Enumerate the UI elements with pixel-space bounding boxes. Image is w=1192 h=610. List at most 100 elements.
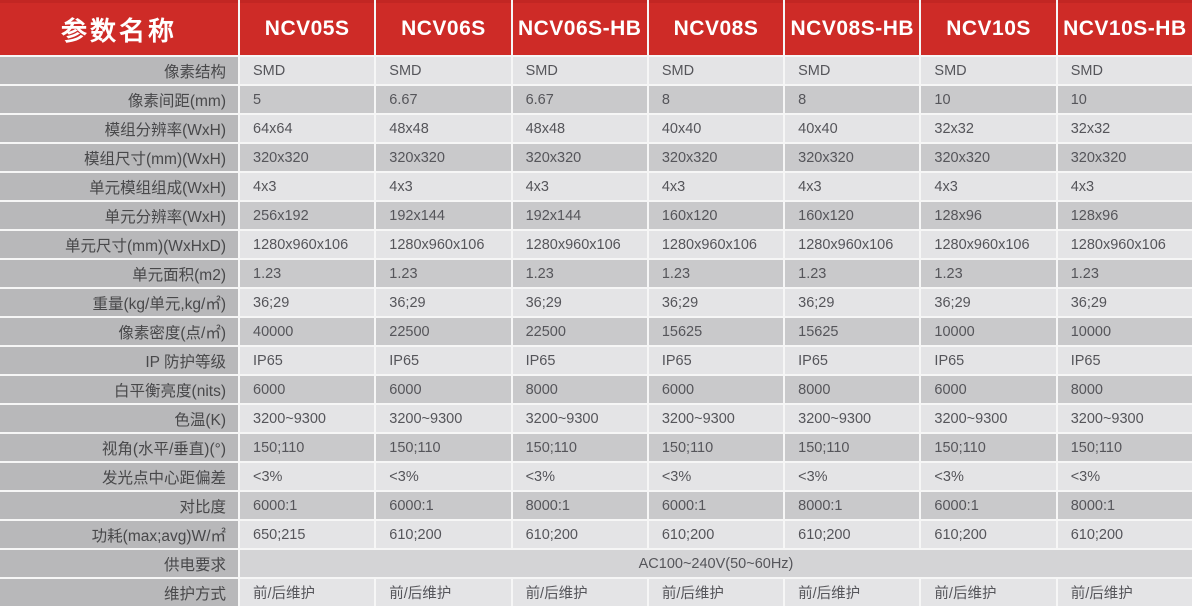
spec-cell: 1280x960x106: [921, 231, 1056, 258]
spec-cell: 前/后维护: [240, 579, 375, 606]
model-header: NCV10S-HB: [1057, 0, 1192, 55]
spec-cell: 320x320: [785, 144, 920, 171]
param-label: 维护方式: [0, 579, 238, 606]
spec-cell: 10: [1057, 86, 1192, 113]
param-label: IP 防护等级: [0, 347, 238, 374]
spec-cell: 4x3: [1057, 173, 1192, 200]
spec-cell: 610;200: [1057, 521, 1192, 548]
spec-cell: 320x320: [1057, 144, 1192, 171]
spec-cell: 6000:1: [648, 492, 784, 519]
param-label: 视角(水平/垂直)(°): [0, 434, 238, 461]
spec-cell: 前/后维护: [376, 579, 511, 606]
spec-cell: 48x48: [512, 115, 647, 142]
param-label: 供电要求: [0, 550, 238, 577]
spec-cell: SMD: [785, 57, 920, 84]
spec-cell: 1280x960x106: [1057, 231, 1192, 258]
spec-cell: 320x320: [648, 144, 784, 171]
spec-cell: <3%: [785, 463, 920, 490]
spec-cell: 160x120: [785, 202, 920, 229]
param-label: 像素密度(点/㎡): [0, 318, 238, 345]
spec-cell: 8000: [1057, 376, 1192, 403]
spec-cell: 610;200: [512, 521, 647, 548]
spec-cell: 48x48: [376, 115, 511, 142]
spec-cell: 15625: [648, 318, 784, 345]
spec-cell: 610;200: [376, 521, 511, 548]
spec-cell: SMD: [921, 57, 1056, 84]
param-label: 单元分辨率(WxH): [0, 202, 238, 229]
spec-cell: IP65: [921, 347, 1056, 374]
spec-cell: 150;110: [648, 434, 784, 461]
spec-cell: 前/后维护: [921, 579, 1056, 606]
spec-cell: 10000: [921, 318, 1056, 345]
spec-cell: 3200~9300: [921, 405, 1056, 432]
spec-cell: 40x40: [785, 115, 920, 142]
spec-cell: 610;200: [785, 521, 920, 548]
spec-cell: 3200~9300: [240, 405, 375, 432]
spec-cell: 6000: [648, 376, 784, 403]
param-label: 重量(kg/单元,kg/㎡): [0, 289, 238, 316]
spec-cell: 6.67: [376, 86, 511, 113]
model-header: NCV08S: [648, 0, 784, 55]
spec-cell: 4x3: [512, 173, 647, 200]
param-label: 像素结构: [0, 57, 238, 84]
spec-cell: 3200~9300: [1057, 405, 1192, 432]
spec-cell: 256x192: [240, 202, 375, 229]
spec-cell: 40000: [240, 318, 375, 345]
model-header: NCV06S-HB: [512, 0, 647, 55]
spec-cell: 6000:1: [921, 492, 1056, 519]
spec-cell: 64x64: [240, 115, 375, 142]
spec-cell: 40x40: [648, 115, 784, 142]
spec-cell: 前/后维护: [512, 579, 647, 606]
spec-cell: IP65: [785, 347, 920, 374]
spec-cell: 6000: [376, 376, 511, 403]
model-header: NCV06S: [376, 0, 511, 55]
model-header: NCV10S: [921, 0, 1056, 55]
spec-cell: 610;200: [921, 521, 1056, 548]
spec-cell: 3200~9300: [785, 405, 920, 432]
spec-cell: <3%: [648, 463, 784, 490]
spec-cell: IP65: [1057, 347, 1192, 374]
spec-cell: 1.23: [648, 260, 784, 287]
spec-cell: 8: [785, 86, 920, 113]
param-label: 单元尺寸(mm)(WxHxD): [0, 231, 238, 258]
spec-cell: 36;29: [240, 289, 375, 316]
spec-cell: SMD: [1057, 57, 1192, 84]
spec-cell: 6000:1: [376, 492, 511, 519]
spec-cell: 36;29: [1057, 289, 1192, 316]
spec-cell: <3%: [921, 463, 1056, 490]
spec-cell: 前/后维护: [648, 579, 784, 606]
model-header: NCV05S: [240, 0, 375, 55]
spec-cell: 150;110: [785, 434, 920, 461]
spec-cell: 8000: [785, 376, 920, 403]
spec-cell: 15625: [785, 318, 920, 345]
spec-cell: 650;215: [240, 521, 375, 548]
spec-cell: SMD: [240, 57, 375, 84]
spec-cell: 3200~9300: [376, 405, 511, 432]
spec-cell: 1.23: [376, 260, 511, 287]
spec-cell: <3%: [1057, 463, 1192, 490]
param-label: 对比度: [0, 492, 238, 519]
spec-cell: IP65: [512, 347, 647, 374]
spec-cell: 1280x960x106: [376, 231, 511, 258]
spec-cell: <3%: [512, 463, 647, 490]
spec-cell: IP65: [240, 347, 375, 374]
spec-cell: 8000:1: [785, 492, 920, 519]
spec-cell: 1280x960x106: [512, 231, 647, 258]
spec-cell: 36;29: [921, 289, 1056, 316]
spec-cell: 1280x960x106: [240, 231, 375, 258]
spec-cell: 192x144: [512, 202, 647, 229]
spec-cell: 128x96: [1057, 202, 1192, 229]
param-label: 功耗(max;avg)W/㎡: [0, 521, 238, 548]
spec-cell: 36;29: [785, 289, 920, 316]
spec-cell: 6000:1: [240, 492, 375, 519]
spec-cell: 160x120: [648, 202, 784, 229]
spec-cell: 8000:1: [512, 492, 647, 519]
spec-cell: <3%: [240, 463, 375, 490]
spec-cell: IP65: [376, 347, 511, 374]
spec-cell: 8: [648, 86, 784, 113]
param-label: 模组尺寸(mm)(WxH): [0, 144, 238, 171]
spec-cell: 3200~9300: [512, 405, 647, 432]
spec-cell: 6000: [921, 376, 1056, 403]
spec-cell: 1280x960x106: [785, 231, 920, 258]
